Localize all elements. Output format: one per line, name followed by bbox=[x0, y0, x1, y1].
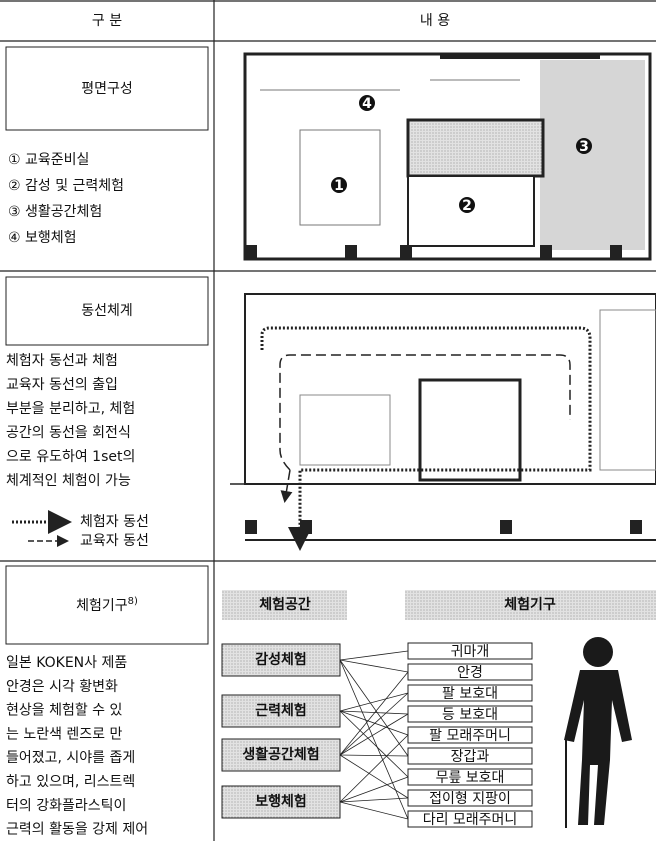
paragraph-line: 일본 KOKEN사 제품 bbox=[6, 655, 127, 671]
plan-marker-label: 1 bbox=[334, 178, 344, 194]
plan-marker-label: 2 bbox=[462, 198, 472, 214]
header-col1: 구 분 bbox=[92, 13, 122, 29]
equipment-box bbox=[407, 747, 533, 765]
space-box bbox=[221, 643, 341, 677]
equipment-label: 등 보호대 bbox=[442, 707, 498, 723]
connector bbox=[339, 710, 409, 778]
equipment-box bbox=[407, 768, 533, 786]
space-box bbox=[221, 785, 341, 819]
equipment-box bbox=[407, 789, 533, 807]
label-box bbox=[5, 565, 209, 645]
paragraph-line: 부분을 분리하고, 체험 bbox=[6, 401, 135, 417]
connector bbox=[339, 801, 409, 820]
section-label: 체험기구8) bbox=[76, 596, 138, 614]
plan-marker bbox=[331, 177, 347, 193]
paragraph-line: 근력의 활동을 강제 제어 bbox=[6, 822, 148, 838]
equipment-label: 팔 보호대 bbox=[442, 686, 498, 702]
plan-marker-label: 4 bbox=[362, 96, 372, 112]
section-label: 평면구성 bbox=[81, 81, 133, 97]
equipment-label: 팔 모래주머니 bbox=[429, 728, 511, 744]
connector bbox=[339, 692, 409, 756]
label-text: 체험기구 bbox=[76, 598, 128, 614]
space-box bbox=[221, 694, 341, 728]
space-box bbox=[221, 738, 341, 772]
plan-marker bbox=[359, 95, 375, 111]
connector bbox=[339, 692, 409, 712]
connector bbox=[339, 710, 409, 736]
connector bbox=[339, 713, 409, 756]
header-bar bbox=[222, 590, 347, 620]
space-label: 감성체험 bbox=[255, 651, 307, 668]
connector bbox=[339, 671, 409, 756]
space-label: 근력체험 bbox=[255, 702, 307, 719]
connector bbox=[339, 734, 409, 803]
paragraph-line: 체험자 동선과 체험 bbox=[6, 353, 118, 369]
connector bbox=[339, 710, 409, 715]
equipment-label: 다리 모래주머니 bbox=[423, 812, 518, 828]
equipment-box bbox=[407, 642, 533, 660]
header-col2: 내 용 bbox=[420, 13, 450, 29]
paragraph-line: 는 노란색 렌즈로 만 bbox=[6, 726, 123, 742]
section-label: 동선체계 bbox=[81, 303, 133, 319]
list-item: ④ 보행체험 bbox=[8, 230, 77, 246]
label-box bbox=[5, 276, 209, 346]
floor-plan bbox=[243, 52, 652, 261]
legend-label: 체험자 동선 bbox=[80, 514, 149, 530]
paragraph-line: 터의 강화플라스틱이 bbox=[6, 798, 126, 814]
plan-marker bbox=[576, 138, 592, 154]
equipment-label: 귀마개 bbox=[451, 644, 490, 660]
list-item: ② 감성 및 근력체험 bbox=[8, 178, 124, 194]
connector bbox=[339, 659, 409, 820]
connector bbox=[339, 659, 409, 673]
connector bbox=[339, 754, 409, 799]
connector bbox=[339, 650, 409, 661]
list-item: ③ 생활공간체험 bbox=[8, 204, 102, 220]
equipment-box bbox=[407, 684, 533, 702]
connectors bbox=[339, 650, 409, 820]
equipment-box bbox=[407, 810, 533, 828]
paragraph-line: 교육자 동선의 출입 bbox=[6, 377, 118, 393]
equipment-box bbox=[407, 663, 533, 681]
equipment-label: 안경 bbox=[457, 665, 483, 681]
paragraph-line: 들어졌고, 시야를 좁게 bbox=[6, 750, 135, 766]
paragraph-line: 으로 유도하여 1set의 bbox=[6, 449, 135, 465]
paragraph-line: 체계적인 체험이 가능 bbox=[6, 473, 131, 489]
connector bbox=[339, 754, 409, 757]
legend-label: 교육자 동선 bbox=[80, 533, 149, 549]
equipment-box bbox=[407, 726, 533, 744]
equipment-box bbox=[407, 705, 533, 723]
diagram-header: 체험기구 bbox=[504, 596, 556, 613]
plan-marker-label: 3 bbox=[579, 139, 589, 155]
space-label: 생활공간체험 bbox=[242, 746, 319, 763]
label-box bbox=[5, 46, 209, 131]
diagram-header: 체험공간 bbox=[259, 596, 311, 613]
connector bbox=[339, 797, 409, 803]
paragraph-line: 공간의 동선을 회전식 bbox=[6, 425, 131, 441]
paragraph-line: 하고 있으며, 리스트렉 bbox=[6, 774, 135, 790]
space-label: 보행체험 bbox=[255, 793, 307, 810]
equipment-label: 무릎 보호대 bbox=[436, 770, 505, 786]
equipment-label: 접이형 지팡이 bbox=[429, 791, 511, 807]
connector bbox=[339, 776, 409, 803]
paragraph-line: 안경은 시각 황변화 bbox=[6, 679, 118, 695]
footnote: 8) bbox=[128, 596, 138, 607]
list-item: ① 교육준비실 bbox=[8, 152, 89, 168]
header-bar bbox=[405, 590, 656, 620]
equipment-label: 장갑과 bbox=[451, 749, 490, 765]
plan-marker bbox=[459, 197, 475, 213]
paragraph-line: 현상을 체험할 수 있 bbox=[6, 703, 123, 719]
circulation-plan bbox=[230, 293, 656, 551]
person-silhouette bbox=[564, 637, 632, 828]
connector bbox=[339, 659, 409, 757]
